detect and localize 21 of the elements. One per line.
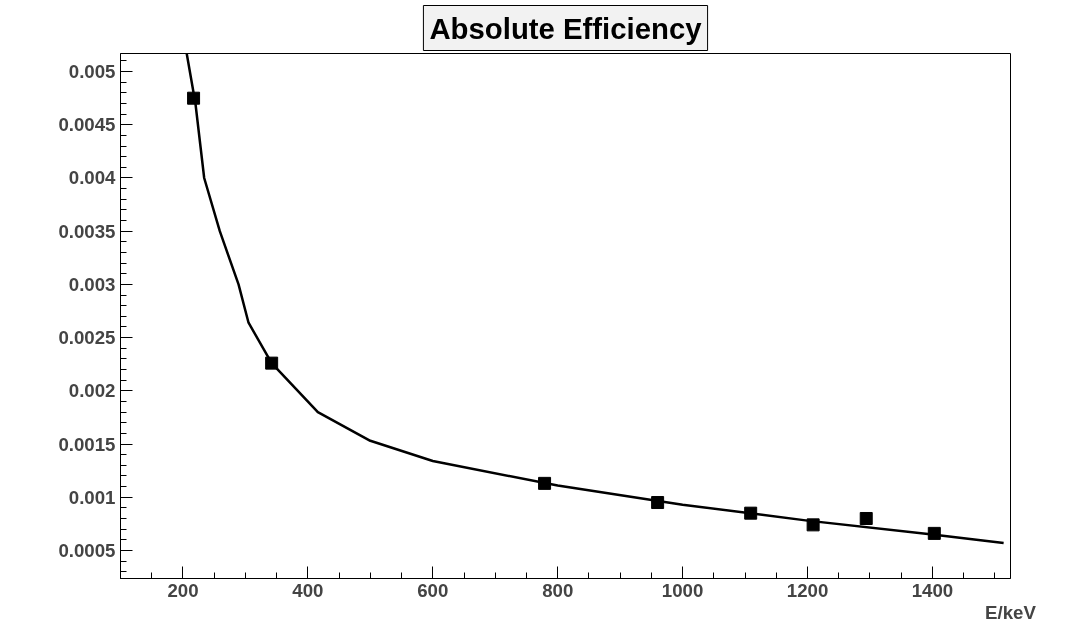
x-tick-label: 1000 <box>661 579 704 601</box>
x-tick-label: 1200 <box>786 579 829 601</box>
x-tick-label: 800 <box>542 579 574 601</box>
x-tick-label: 1400 <box>911 579 954 601</box>
point <box>859 511 873 525</box>
y-tick-label: 0.0025 <box>58 327 116 349</box>
y-tick-label: 0.004 <box>68 167 117 189</box>
y-tick-label: 0.001 <box>68 486 116 508</box>
x-tick-label: 600 <box>417 579 449 601</box>
x-tick-label: 400 <box>292 579 324 601</box>
chart-title: Absolute Efficiency <box>429 11 703 45</box>
y-tick-label: 0.002 <box>68 380 116 402</box>
y-tick-label: 0.0015 <box>58 433 116 455</box>
point <box>806 518 820 532</box>
x-tick-label: 200 <box>167 579 199 601</box>
y-tick-label: 0.0045 <box>58 114 116 136</box>
y-tick-label: 0.003 <box>68 273 116 295</box>
y-tick-label: 0.0005 <box>58 539 116 561</box>
x-axis-title: E/keV <box>985 601 1037 623</box>
y-tick-label: 0.0035 <box>58 220 116 242</box>
y-tick-label: 0.005 <box>68 61 116 83</box>
